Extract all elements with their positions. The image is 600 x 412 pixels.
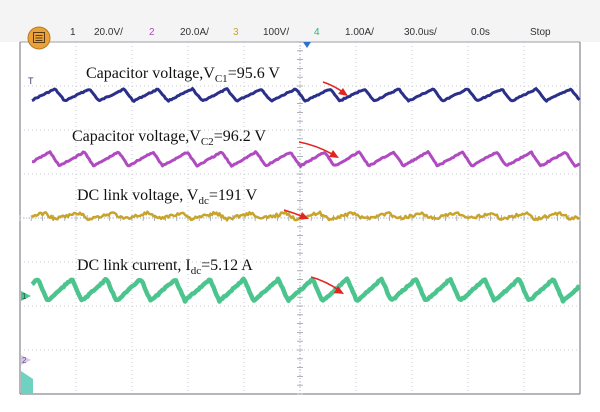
menu-icon[interactable] bbox=[27, 26, 51, 50]
arrowhead-idc bbox=[334, 286, 344, 294]
annotation-vc1: Capacitor voltage,VC1=95.6 V bbox=[86, 65, 280, 85]
annotation-vc2: Capacitor voltage,VC2=96.2 V bbox=[72, 128, 266, 148]
trace-dc-link-current bbox=[30, 276, 581, 304]
svg-text:1: 1 bbox=[22, 292, 27, 301]
ch4-scale: 1.00A/ bbox=[345, 27, 374, 38]
svg-text:2: 2 bbox=[22, 356, 27, 365]
delay: 0.0s bbox=[471, 27, 490, 38]
arrowhead-vdc bbox=[299, 212, 309, 219]
bottom-marker bbox=[21, 371, 33, 394]
trace-capacitor-voltage-vc1 bbox=[31, 87, 581, 103]
timebase: 30.0us/ bbox=[404, 27, 437, 38]
arrow-vc2 bbox=[298, 141, 335, 156]
ch2-ground-marker: 2 bbox=[21, 355, 31, 365]
ch2-scale: 20.0A/ bbox=[180, 27, 209, 38]
ch1-number: 1 bbox=[70, 27, 76, 38]
annotation-vdc: DC link voltage, Vdc=191 V bbox=[77, 187, 258, 207]
trigger-position-marker bbox=[303, 42, 311, 48]
trace-capacitor-voltage-vc2 bbox=[31, 150, 581, 168]
run-state[interactable]: Stop bbox=[530, 27, 551, 38]
trigger-level-marker: T bbox=[28, 76, 34, 86]
ch1-scale: 20.0V/ bbox=[94, 27, 123, 38]
arrowhead-vc2 bbox=[329, 150, 339, 158]
ch3-number: 3 bbox=[233, 27, 239, 38]
arrowhead-vc1 bbox=[338, 88, 348, 96]
ch1-ground-marker: 1 bbox=[21, 291, 31, 301]
ch3-scale: 100V/ bbox=[263, 27, 289, 38]
header-bar bbox=[0, 0, 600, 42]
ch4-number: 4 bbox=[314, 27, 320, 38]
annotation-idc: DC link current, Idc=5.12 A bbox=[77, 257, 253, 277]
ch2-number: 2 bbox=[149, 27, 155, 38]
